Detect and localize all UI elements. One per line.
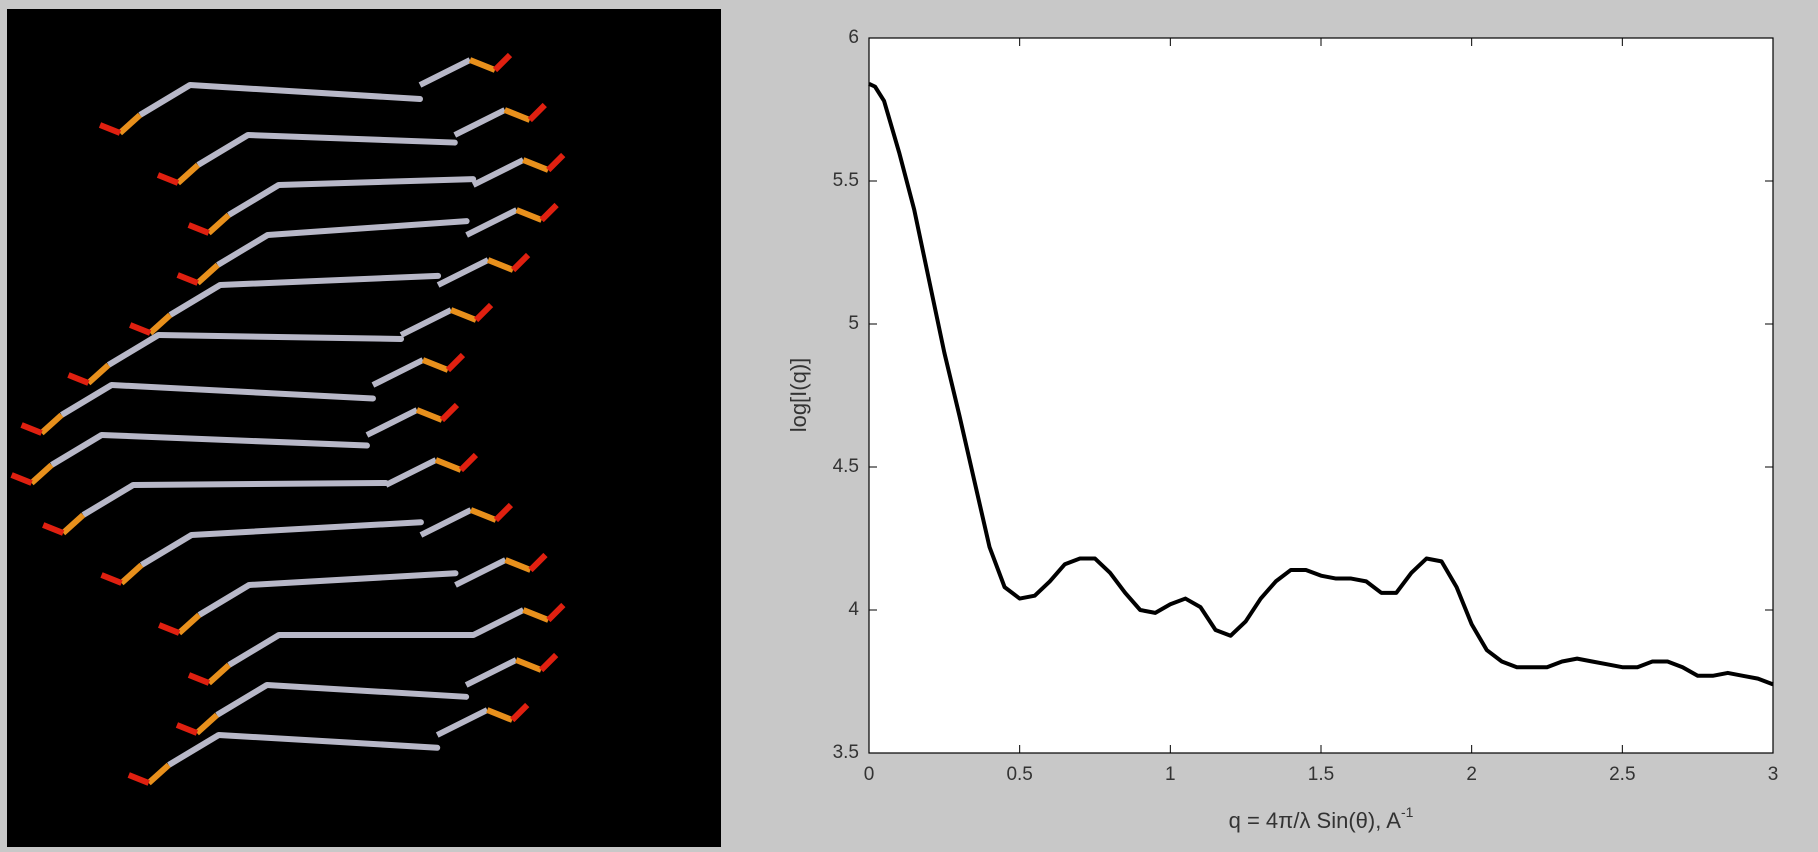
x-tick-label: 2.5 xyxy=(1609,764,1635,785)
x-tick-label: 3 xyxy=(1768,764,1779,785)
x-tick-label: 2 xyxy=(1466,764,1477,785)
y-tick-label: 5.5 xyxy=(833,170,859,191)
bond xyxy=(158,335,401,339)
y-tick-label: 4 xyxy=(848,599,859,620)
x-axis-label-sup: -1 xyxy=(1401,804,1414,820)
bond xyxy=(133,483,386,485)
x-tick-label: 1 xyxy=(1165,764,1176,785)
y-axis-label: log[I(q)] xyxy=(786,358,811,433)
y-tick-label: 5 xyxy=(848,313,859,334)
y-tick-label: 3.5 xyxy=(833,742,859,763)
y-tick-label: 4.5 xyxy=(833,456,859,477)
x-tick-label: 1.5 xyxy=(1308,764,1334,785)
plot-area xyxy=(869,38,1773,753)
y-tick-label: 6 xyxy=(848,27,859,48)
x-axis-label-text: q = 4π/λ Sin(θ), A xyxy=(1229,808,1402,833)
x-tick-label: 0 xyxy=(864,764,875,785)
molecule-panel xyxy=(7,9,721,847)
x-tick-label: 0.5 xyxy=(1006,764,1032,785)
x-axis-label: q = 4π/λ Sin(θ), A-1 xyxy=(1229,804,1414,833)
